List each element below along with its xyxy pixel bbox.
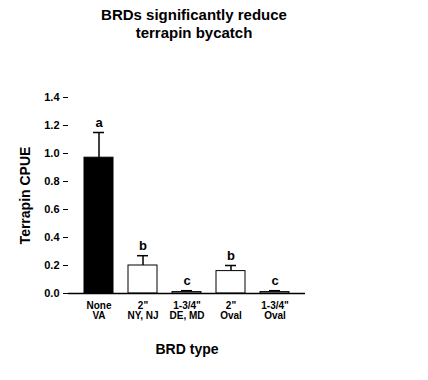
svg-text:0.8: 0.8 <box>44 175 59 187</box>
svg-text:1.2: 1.2 <box>44 119 59 131</box>
svg-text:c: c <box>271 273 278 288</box>
svg-text:2"Oval: 2"Oval <box>220 300 242 321</box>
html-text:BRDs significantly reduce terr: BRDs significantly reduce terrapin bycat… <box>101 6 287 41</box>
svg-text:c: c <box>183 273 190 288</box>
svg-text:b: b <box>227 248 235 263</box>
svg-text:0.6: 0.6 <box>44 203 59 215</box>
svg-text:1.0: 1.0 <box>44 147 59 159</box>
svg-text:b: b <box>139 238 147 253</box>
svg-text:1-3/4"Oval: 1-3/4"Oval <box>261 300 289 321</box>
svg-text:NoneVA: NoneVA <box>87 300 112 321</box>
svg-text:1-3/4"DE, MD: 1-3/4"DE, MD <box>170 300 205 321</box>
svg-text:0.4: 0.4 <box>44 231 60 243</box>
svg-text:Terrapin CPUE: Terrapin CPUE <box>17 147 33 245</box>
svg-text:0.2: 0.2 <box>44 259 59 271</box>
svg-text:0.0: 0.0 <box>44 287 59 299</box>
svg-text:1.4: 1.4 <box>44 91 60 103</box>
svg-text:a: a <box>95 115 103 130</box>
svg-text:2"NY, NJ: 2"NY, NJ <box>127 300 158 321</box>
svg-text:BRD type: BRD type <box>155 341 218 357</box>
